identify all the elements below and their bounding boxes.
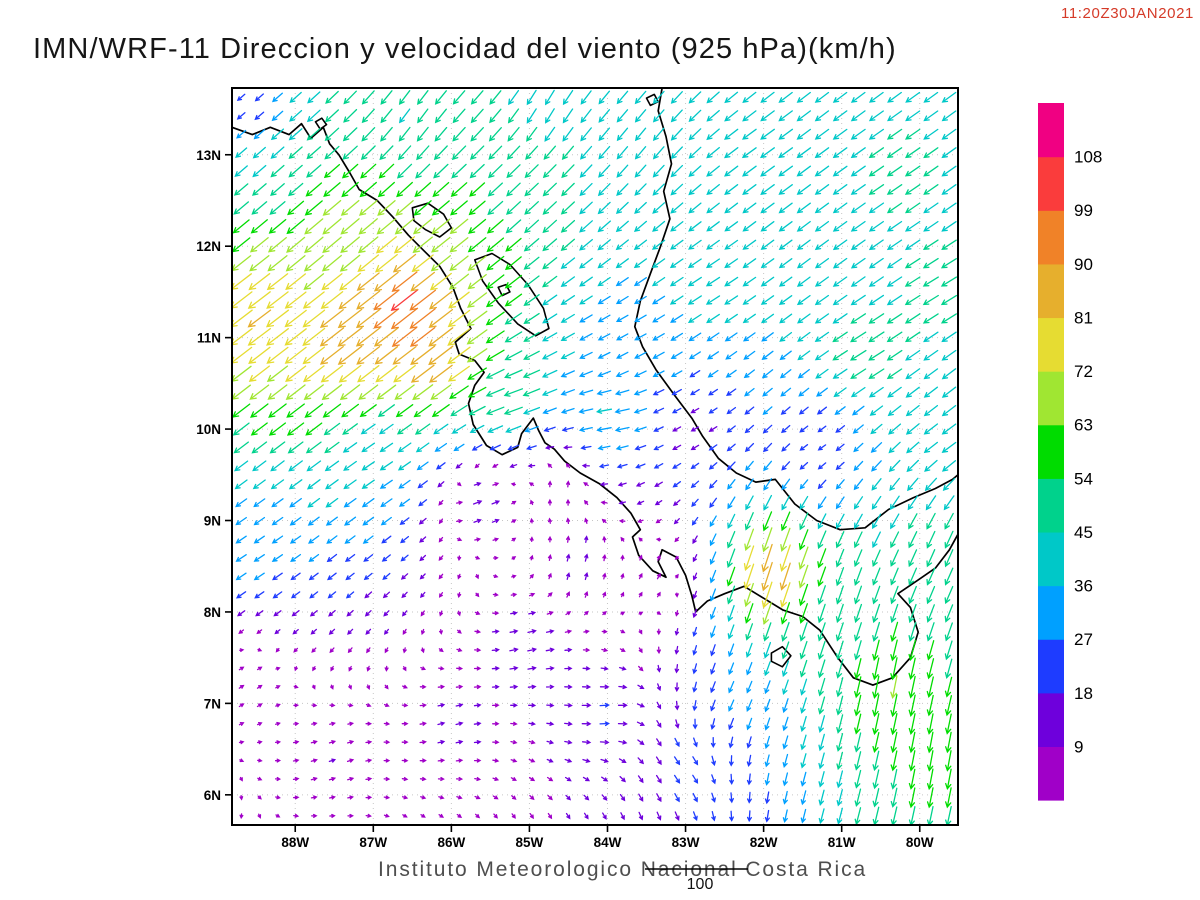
valid-timestamp: 11:20Z30JAN2021 bbox=[1061, 5, 1194, 22]
svg-text:10N: 10N bbox=[196, 422, 221, 437]
svg-text:36: 36 bbox=[1074, 577, 1093, 596]
svg-text:88W: 88W bbox=[281, 835, 309, 850]
svg-text:6N: 6N bbox=[204, 788, 221, 803]
svg-text:9N: 9N bbox=[204, 514, 221, 529]
svg-text:54: 54 bbox=[1074, 469, 1093, 488]
reference-vector-label: 100 bbox=[686, 876, 714, 893]
svg-text:13N: 13N bbox=[196, 148, 221, 163]
svg-text:45: 45 bbox=[1074, 523, 1093, 542]
svg-text:12N: 12N bbox=[196, 239, 221, 254]
plot-border bbox=[231, 87, 959, 826]
graticule bbox=[232, 88, 958, 825]
institution-label: Instituto Meteorologico Nacional Costa R… bbox=[378, 858, 868, 881]
svg-text:11N: 11N bbox=[197, 331, 221, 346]
svg-text:9: 9 bbox=[1074, 737, 1083, 756]
svg-text:72: 72 bbox=[1074, 362, 1093, 381]
svg-text:87W: 87W bbox=[359, 835, 387, 850]
coastlines bbox=[232, 88, 958, 686]
colorbar: 9 18 27 36 45 54 63 72 81 90 99 108 bbox=[1038, 103, 1102, 801]
svg-text:84W: 84W bbox=[594, 835, 622, 850]
svg-text:85W: 85W bbox=[516, 835, 544, 850]
svg-text:81: 81 bbox=[1074, 308, 1093, 327]
svg-text:99: 99 bbox=[1074, 201, 1093, 220]
svg-text:82W: 82W bbox=[750, 835, 778, 850]
svg-text:81W: 81W bbox=[828, 835, 856, 850]
svg-text:8N: 8N bbox=[204, 605, 221, 620]
svg-text:86W: 86W bbox=[437, 835, 465, 850]
axes: 13N 12N 11N 10N 9N 8N 7N 6N 88W 87W 86W 85W 84W 83W 82… bbox=[196, 148, 934, 850]
svg-text:63: 63 bbox=[1074, 416, 1093, 435]
svg-text:27: 27 bbox=[1074, 630, 1093, 649]
svg-text:7N: 7N bbox=[204, 696, 221, 711]
svg-text:18: 18 bbox=[1074, 684, 1093, 703]
svg-text:90: 90 bbox=[1074, 255, 1093, 274]
wind-arrows bbox=[232, 89, 958, 825]
chart-title: IMN/WRF-11 Direccion y velocidad del vie… bbox=[33, 33, 897, 65]
svg-text:83W: 83W bbox=[672, 835, 700, 850]
svg-text:108: 108 bbox=[1074, 148, 1102, 167]
svg-text:80W: 80W bbox=[906, 835, 934, 850]
